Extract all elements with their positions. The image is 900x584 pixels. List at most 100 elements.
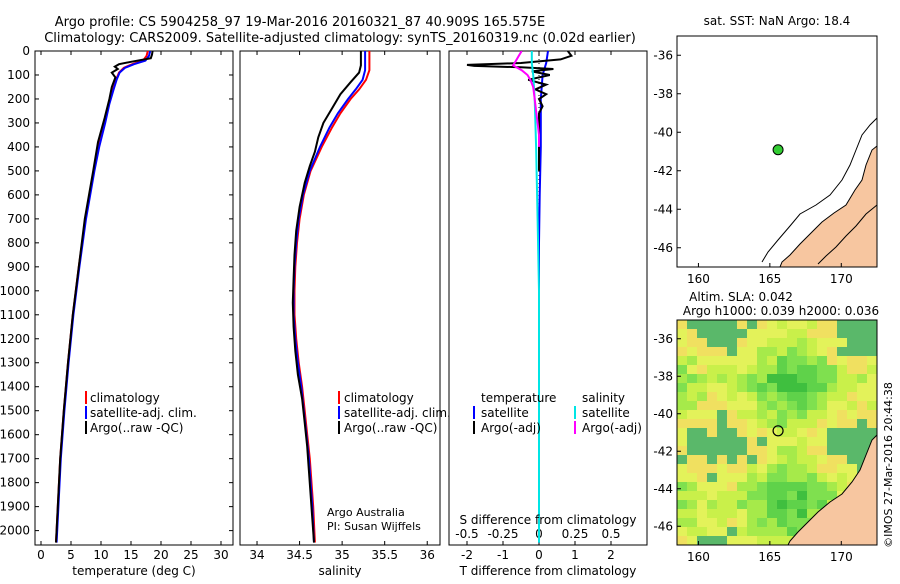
temperature-panel: 0 5 10 15 20 25 30 010020030040050060070080090… bbox=[0, 44, 647, 578]
sla-cell bbox=[837, 464, 847, 473]
sla-cell bbox=[827, 482, 837, 491]
sla-cell bbox=[847, 401, 857, 410]
sla-cell bbox=[747, 437, 757, 446]
sla-cell bbox=[787, 392, 797, 401]
sla-cell bbox=[837, 329, 847, 338]
sla-cell bbox=[677, 473, 687, 482]
sla-cell bbox=[807, 437, 817, 446]
x-top-tick-label: -0.5 bbox=[455, 527, 478, 541]
sla-cell bbox=[707, 347, 717, 356]
sla-cell bbox=[767, 491, 777, 500]
sla-cell bbox=[707, 491, 717, 500]
sla-cell bbox=[867, 365, 877, 374]
sla-cell bbox=[757, 365, 767, 374]
sla-cell bbox=[777, 401, 787, 410]
sla-cell bbox=[777, 329, 787, 338]
sla-cell bbox=[787, 500, 797, 509]
sla-cell bbox=[717, 446, 727, 455]
sla-cell bbox=[717, 455, 727, 464]
sla-cell bbox=[807, 392, 817, 401]
sla-cell bbox=[797, 356, 807, 365]
sla-cell bbox=[697, 329, 707, 338]
sla-cell bbox=[787, 419, 797, 428]
sla-cell bbox=[677, 482, 687, 491]
sla-cell bbox=[687, 491, 697, 500]
credit-line2: PI: Susan Wijffels bbox=[327, 520, 421, 533]
sla-cell bbox=[797, 392, 807, 401]
sla-cell bbox=[677, 509, 687, 518]
sla-cell bbox=[857, 401, 867, 410]
sla-cell bbox=[807, 500, 817, 509]
sla-cell bbox=[707, 455, 717, 464]
sla-cell bbox=[727, 365, 737, 374]
sla-cell bbox=[687, 464, 697, 473]
sla-cell bbox=[787, 527, 797, 536]
sla-cell bbox=[757, 419, 767, 428]
sla-cell bbox=[787, 365, 797, 374]
sla-cell bbox=[757, 473, 767, 482]
sla-cell bbox=[777, 410, 787, 419]
sla-cell bbox=[787, 329, 797, 338]
sla-cell bbox=[687, 383, 697, 392]
temperature-legend: climatology satellite-adj. clim. Argo(..… bbox=[85, 391, 197, 435]
sla-cell bbox=[697, 518, 707, 527]
sla-cell bbox=[717, 365, 727, 374]
sla-cell bbox=[867, 428, 877, 437]
x-tick-label: 35.5 bbox=[371, 548, 398, 562]
sla-cell bbox=[727, 347, 737, 356]
x-tick-label: 10 bbox=[93, 548, 108, 562]
sla-cell bbox=[697, 338, 707, 347]
sla-cell bbox=[867, 419, 877, 428]
sla-cell bbox=[727, 428, 737, 437]
sla-cell bbox=[837, 338, 847, 347]
depth-tick-label: 1900 bbox=[0, 500, 30, 514]
map-y-tick-label: -42 bbox=[653, 444, 673, 458]
sla-cell bbox=[757, 410, 767, 419]
sla-cell bbox=[857, 410, 867, 419]
sla-cell bbox=[797, 473, 807, 482]
sla-cell bbox=[757, 491, 767, 500]
sla-map-coast bbox=[787, 434, 877, 545]
sla-cell bbox=[807, 410, 817, 419]
sla-cell bbox=[777, 428, 787, 437]
sla-cell bbox=[837, 374, 847, 383]
bathymetry-contour-1000 bbox=[761, 117, 877, 263]
sla-cell bbox=[797, 509, 807, 518]
s-difference-xlabel: S difference from climatology bbox=[460, 513, 637, 527]
sla-cell bbox=[687, 374, 697, 383]
sla-cell bbox=[837, 473, 847, 482]
sla-cell bbox=[797, 464, 807, 473]
sla-cell bbox=[677, 491, 687, 500]
sla-cell bbox=[697, 320, 707, 329]
sla-cell bbox=[737, 455, 747, 464]
difference-lines bbox=[466, 51, 574, 545]
x-tick-label: 0 bbox=[535, 548, 543, 562]
sla-cell bbox=[747, 347, 757, 356]
sla-cell bbox=[827, 446, 837, 455]
sla-cell bbox=[817, 473, 827, 482]
sla-cell bbox=[777, 383, 787, 392]
sla-cell bbox=[687, 509, 697, 518]
bathymetry-contour-east bbox=[817, 204, 877, 265]
sla-cell bbox=[767, 527, 777, 536]
x-top-tick-label: -0.25 bbox=[487, 527, 518, 541]
sla-cell bbox=[757, 509, 767, 518]
sla-cell bbox=[837, 383, 847, 392]
x-tick-label: -1 bbox=[497, 548, 509, 562]
sla-cell bbox=[807, 383, 817, 392]
sla-cell bbox=[787, 491, 797, 500]
sla-cell bbox=[747, 329, 757, 338]
sla-cell bbox=[787, 455, 797, 464]
sla-cell bbox=[797, 491, 807, 500]
sla-cell bbox=[707, 392, 717, 401]
sla-cell bbox=[717, 491, 727, 500]
legend-climatology-label: climatology bbox=[90, 391, 160, 405]
sla-cell bbox=[767, 320, 777, 329]
sla-cell bbox=[727, 518, 737, 527]
sla-cell bbox=[787, 446, 797, 455]
sla-cell bbox=[817, 365, 827, 374]
sla-cell bbox=[737, 347, 747, 356]
sla-cell bbox=[817, 392, 827, 401]
sla-cell bbox=[857, 320, 867, 329]
